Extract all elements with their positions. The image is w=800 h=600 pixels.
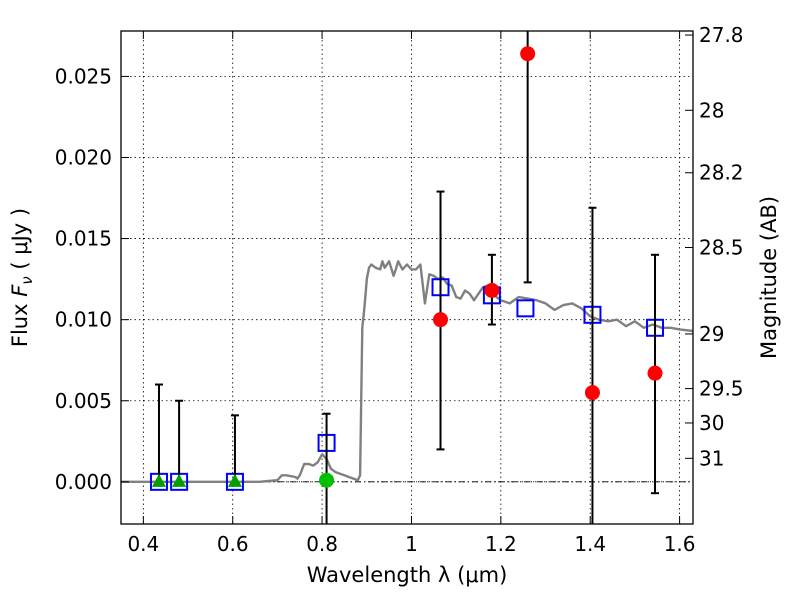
- x-tick-label: 0.4: [127, 532, 159, 556]
- right-axis-label: Magnitude (AB): [757, 196, 781, 359]
- x-tick-label: 0.6: [217, 532, 249, 556]
- y-tick-label: 0.000: [55, 470, 112, 494]
- y-tick-label: 0.015: [55, 227, 112, 251]
- right-tick-label: 28.5: [699, 235, 744, 259]
- data-point: [319, 472, 335, 488]
- data-point: [584, 385, 600, 401]
- series-non-detection: [319, 412, 335, 524]
- upper-limit-point: [172, 473, 187, 487]
- y-tick-label: 0.025: [55, 64, 112, 88]
- axes: 0.4 0.6 0.8 1 1.2 1.4 1.6 0.000 0.005 0.010 0.015 0…: [55, 23, 744, 556]
- right-tick-label: 28: [699, 98, 724, 122]
- plot-frame: [120, 30, 694, 525]
- x-tick-label: 1.2: [485, 532, 517, 556]
- plot-area: [121, 31, 694, 524]
- data-point: [433, 312, 449, 328]
- series-upper-limits: [151, 383, 242, 487]
- y-axis-label-unit: ( μJy ): [8, 208, 32, 276]
- y-axis-label-symbol: F: [8, 284, 32, 297]
- y-axis-label-prefix: Flux: [8, 297, 32, 347]
- upper-limit-point: [151, 473, 166, 487]
- data-point: [484, 282, 500, 298]
- series-model-spectrum: [121, 260, 694, 483]
- spectrum-line: [121, 260, 694, 483]
- x-tick-label: 0.8: [306, 532, 338, 556]
- upper-limit-point: [227, 473, 242, 487]
- y-tick-label: 0.005: [55, 389, 112, 413]
- series-detections: [433, 31, 663, 524]
- x-tick-label: 1: [405, 532, 418, 556]
- right-tick-label: 31: [699, 446, 724, 470]
- grid: [121, 31, 693, 524]
- x-tick-label: 1.4: [574, 532, 606, 556]
- right-tick-label: 27.8: [699, 23, 744, 47]
- right-tick-label: 29.5: [699, 377, 744, 401]
- right-tick-label: 29: [699, 322, 724, 346]
- right-tick-label: 28.2: [699, 161, 744, 185]
- x-tick-label: 1.6: [664, 532, 696, 556]
- y-tick-label: 0.020: [55, 145, 112, 169]
- y-tick-label: 0.010: [55, 308, 112, 332]
- x-axis-label: Wavelength λ (μm): [307, 563, 508, 587]
- data-point: [520, 46, 536, 62]
- y-axis-label: Flux Fν ( μJy ): [8, 208, 36, 347]
- right-tick-label: 30: [699, 411, 724, 435]
- model-point: [516, 299, 535, 318]
- data-point: [647, 365, 663, 381]
- y-axis-label-subscript: ν: [18, 276, 36, 284]
